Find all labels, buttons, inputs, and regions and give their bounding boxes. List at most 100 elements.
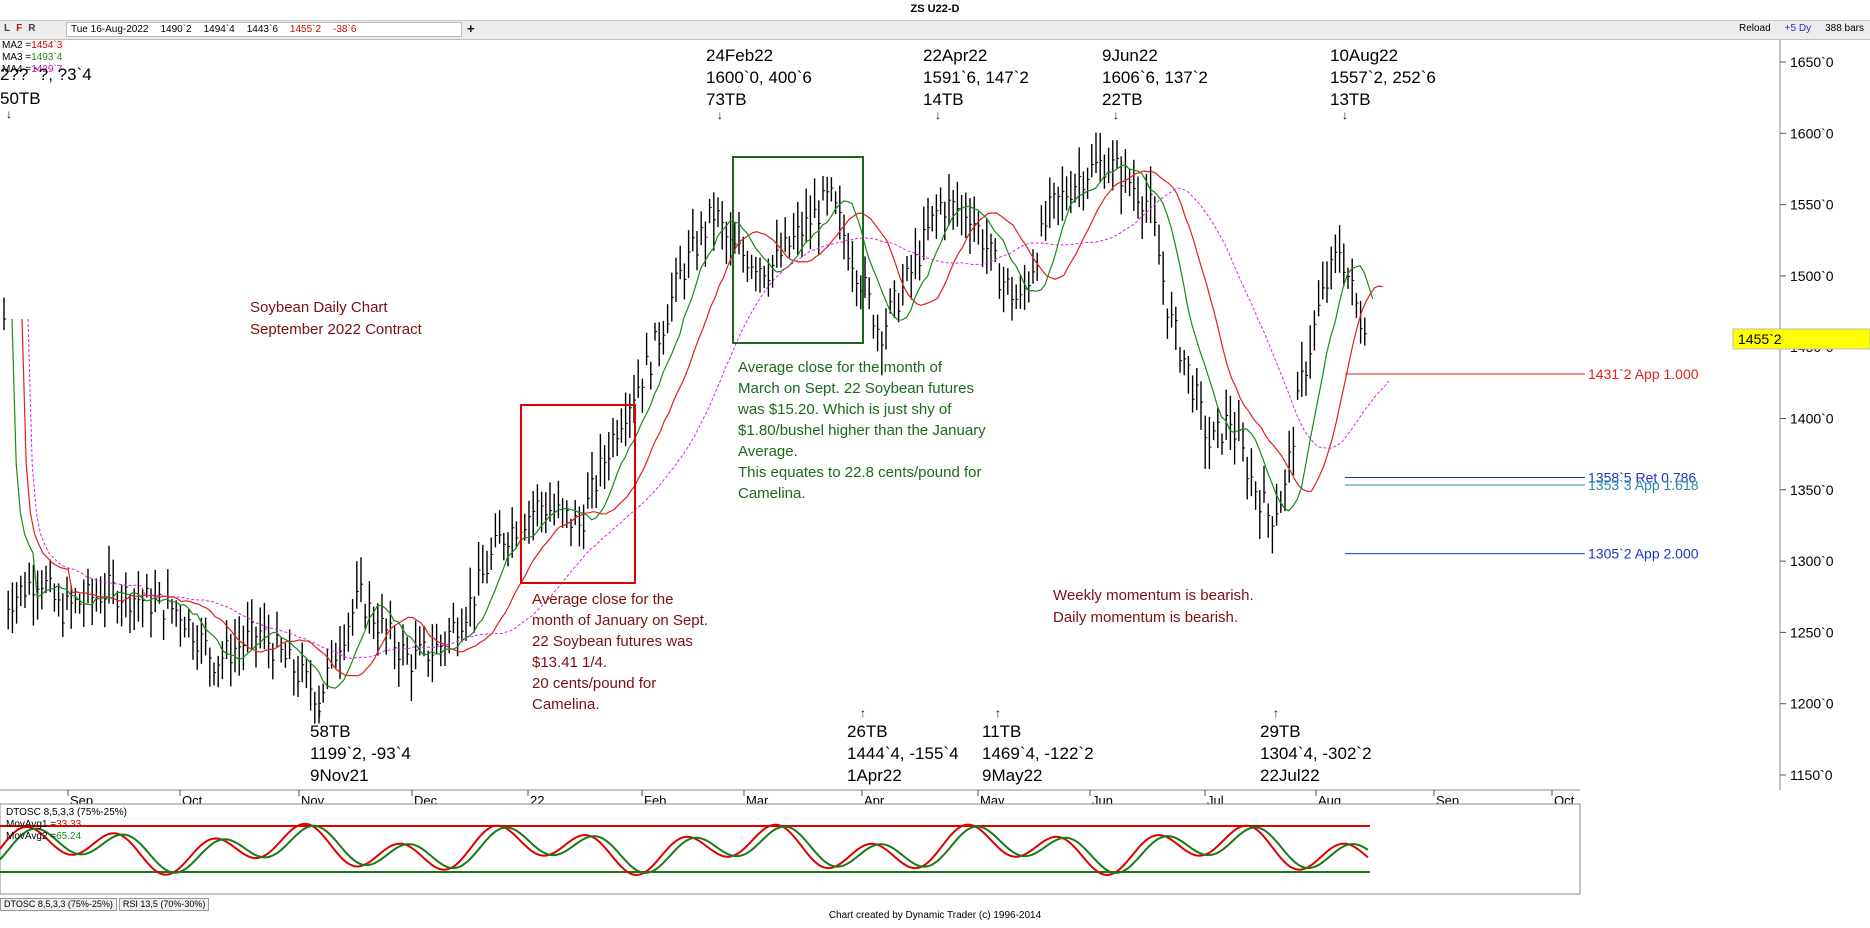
pivot-22jul22-low: ↑ 29TB 1304`4, -302`2 22Jul22 xyxy=(1260,706,1372,785)
quote-change: -38`6 xyxy=(333,24,357,35)
ma-panel: MA2 =1454`3 MA3 =1493`4 MA4 =1429`7 xyxy=(2,40,62,76)
pivot-22apr22-high: 22Apr22 1591`6, 147`2 14TB ↓ xyxy=(923,46,1029,122)
quote-close: 1455`2 xyxy=(289,24,322,35)
pivot-9jun22-high: 9Jun22 1606`6, 137`2 22TB ↓ xyxy=(1102,46,1208,122)
pivot-sep21-line-1: 2?? `?, ?3`4 xyxy=(0,65,92,84)
dtosc-fast-line xyxy=(0,822,1369,877)
down-arrow-icon: ↓ xyxy=(1342,108,1348,122)
tab-rsi[interactable]: RSI 13,5 (70%-30%) xyxy=(118,898,210,911)
pivot-sep21-line-2: 50TB xyxy=(0,89,41,108)
pivot-22jul22-line-2: 1304`4, -302`2 xyxy=(1260,744,1372,763)
march-note-1: Average close for the month of xyxy=(738,359,943,376)
target-label: 1353`3 App 1.618 xyxy=(1588,477,1699,493)
chart-title-line-2: September 2022 Contract xyxy=(250,321,423,338)
momentum-annotation: Weekly momentum is bearish. Daily moment… xyxy=(1053,587,1254,626)
pivot-1apr22-line-3: 1Apr22 xyxy=(847,766,902,785)
pivot-1apr22-low: ↑ 26TB 1444`4, -155`4 1Apr22 xyxy=(847,706,959,785)
pivot-labels: 2?? `?, ?3`4 50TB ↓ 24Feb22 1600`0, 400`… xyxy=(0,46,1436,785)
dtosc-slow-line xyxy=(0,824,1369,875)
current-price-label: 1455`2 xyxy=(1738,331,1782,347)
price-tick-label: 1500`0 xyxy=(1790,268,1834,284)
movavg2-label: MovAvg2 =65.24 xyxy=(6,831,82,842)
ma2-line xyxy=(21,170,1383,677)
ma3-label: MA3 = xyxy=(2,52,32,63)
march-highlight-box xyxy=(732,156,864,344)
pivot-sep21-high: 2?? `?, ?3`4 50TB ↓ xyxy=(0,65,92,121)
target-label: 1305`2 App 2.000 xyxy=(1588,546,1699,562)
price-axis: 1650`01600`01550`01500`01450`01400`01350… xyxy=(1780,54,1834,783)
oscillator-panel: DTOSC 8,5,3,3 (75%-25%) MovAvg1 =33.33 M… xyxy=(0,803,1581,895)
quote-open: 1490`2 xyxy=(160,24,192,35)
march-note-5: Average. xyxy=(738,443,798,460)
l-button[interactable]: L xyxy=(4,23,11,34)
pivot-24feb22-line-2: 1600`0, 400`6 xyxy=(706,68,812,87)
pivot-24feb22-high: 24Feb22 1600`0, 400`6 73TB ↓ xyxy=(706,46,812,122)
target-label: 1431`2 App 1.000 xyxy=(1588,366,1699,382)
up-arrow-icon: ↑ xyxy=(1273,706,1279,720)
pivot-9may22-low: ↑ 11TB 1469`4, -122`2 9May22 xyxy=(982,706,1094,785)
pivot-24feb22-line-3: 73TB xyxy=(706,90,747,109)
pivot-9may22-line-2: 1469`4, -122`2 xyxy=(982,744,1094,763)
pivot-9nov21-line-2: 1199`2, -93`4 xyxy=(310,744,411,763)
ma2-row: MA2 =1454`3 xyxy=(2,40,62,52)
quote-field[interactable]: Tue 16-Aug-2022 1490`2 1494`4 1443`6 145… xyxy=(66,22,462,37)
ma4-line xyxy=(27,187,1390,659)
tab-dtosc[interactable]: DTOSC 8,5,3,3 (75%-25%) xyxy=(0,898,117,911)
f-button[interactable]: F xyxy=(16,23,23,34)
up-arrow-icon: ↑ xyxy=(860,706,866,720)
pivot-10aug22-line-3: 13TB xyxy=(1330,90,1371,109)
price-chart[interactable]: 1650`01600`01550`01500`01450`01400`01350… xyxy=(0,0,1870,900)
ma2-label: MA2 = xyxy=(2,40,32,51)
pivot-22apr22-line-1: 22Apr22 xyxy=(923,46,987,65)
scroll-days-button[interactable]: +5 Dy xyxy=(1784,23,1812,34)
march-note-7: Camelina. xyxy=(738,485,806,502)
add-chart-icon[interactable]: + xyxy=(467,21,475,36)
pivot-9nov21-low: ↑ 58TB 1199`2, -93`4 9Nov21 xyxy=(310,706,411,785)
bars-count: 388 bars xyxy=(1825,23,1864,34)
ma4-row: MA4 =1429`7 xyxy=(2,64,62,76)
pivot-10aug22-high: 10Aug22 1557`2, 252`6 13TB ↓ xyxy=(1330,46,1436,122)
oscillator-title: DTOSC 8,5,3,3 (75%-25%) xyxy=(6,807,127,818)
ma4-value: 1429`7 xyxy=(31,64,63,75)
r-button[interactable]: R xyxy=(28,23,36,34)
price-tick-label: 1400`0 xyxy=(1790,411,1834,427)
down-arrow-icon: ↓ xyxy=(6,107,12,121)
quote-high: 1494`4 xyxy=(203,24,235,35)
pivot-22jul22-line-1: 29TB xyxy=(1260,722,1301,741)
january-note-1: Average close for the xyxy=(532,591,673,608)
march-note-3: was $15.20. Which is just shy of xyxy=(737,401,952,418)
march-annotation: Average close for the month of March on … xyxy=(737,359,986,502)
price-tick-label: 1200`0 xyxy=(1790,696,1834,712)
pivot-10aug22-line-1: 10Aug22 xyxy=(1330,46,1398,65)
ma3-row: MA3 =1493`4 xyxy=(2,52,62,64)
pivot-9jun22-line-1: 9Jun22 xyxy=(1102,46,1158,65)
toolbar-right: Reload +5 Dy 388 bars xyxy=(1739,23,1864,34)
quote-date: Tue 16-Aug-2022 xyxy=(71,24,149,35)
indicator-tabs: DTOSC 8,5,3,3 (75%-25%) RSI 13,5 (70%-30… xyxy=(0,898,211,911)
january-note-6: Camelina. xyxy=(532,696,600,713)
price-tick-label: 1550`0 xyxy=(1790,197,1834,213)
lfr-buttons: L F R xyxy=(4,23,35,34)
target-label: 1358`5 Ret 0.786 xyxy=(1588,470,1696,486)
down-arrow-icon: ↓ xyxy=(935,108,941,122)
up-arrow-icon: ↑ xyxy=(317,706,323,720)
pivot-9may22-line-3: 9May22 xyxy=(982,766,1042,785)
momentum-note-2: Daily momentum is bearish. xyxy=(1053,609,1238,626)
january-annotation: Average close for the month of January o… xyxy=(532,591,708,713)
pivot-22apr22-line-2: 1591`6, 147`2 xyxy=(923,68,1029,87)
pivot-24feb22-line-1: 24Feb22 xyxy=(706,46,773,65)
price-tick-label: 1300`0 xyxy=(1790,553,1834,569)
pivot-9jun22-line-3: 22TB xyxy=(1102,90,1143,109)
march-note-4: $1.80/bushel higher than the January xyxy=(738,422,986,439)
march-note-6: This equates to 22.8 cents/pound for xyxy=(738,464,982,481)
pivot-1apr22-line-1: 26TB xyxy=(847,722,888,741)
down-arrow-icon: ↓ xyxy=(1113,108,1119,122)
chart-title: Soybean Daily Chart September 2022 Contr… xyxy=(250,299,423,338)
window-titlebar: ZS U22-D xyxy=(0,0,1870,21)
price-tick-label: 1600`0 xyxy=(1790,125,1834,141)
footer-credit: Chart created by Dynamic Trader (c) 1996… xyxy=(828,910,1042,921)
price-tick-label: 1350`0 xyxy=(1790,482,1834,498)
pivot-9nov21-line-1: 58TB xyxy=(310,722,351,741)
toolbar: L F R Tue 16-Aug-2022 1490`2 1494`4 1443… xyxy=(0,21,1870,40)
reload-button[interactable]: Reload xyxy=(1738,23,1771,34)
